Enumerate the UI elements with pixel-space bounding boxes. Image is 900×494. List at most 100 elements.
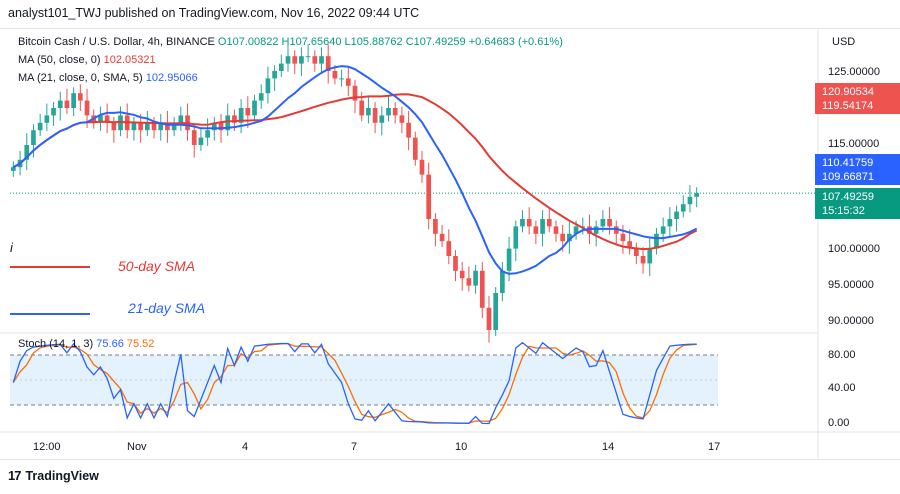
symbol-name: Bitcoin Cash / U.S. Dollar, 4h, BINANCE xyxy=(18,36,215,48)
candle-body xyxy=(500,270,505,293)
candle-body xyxy=(332,71,338,79)
price-tick-125: 125.00000 xyxy=(828,66,880,78)
candle-body xyxy=(439,233,445,242)
ma50-value: 102.05321 xyxy=(103,54,156,66)
ma21-legend: MA (21, close, 0, SMA, 5) 102.95066 xyxy=(18,72,198,84)
candle-body xyxy=(191,130,197,145)
bar-countdown: 15:15:32 xyxy=(822,205,865,217)
ohlc-values: O107.00822 H107.65640 L105.88762 C107.49… xyxy=(217,36,563,48)
candle-body xyxy=(674,211,679,219)
candle-body xyxy=(352,85,358,101)
candle-body xyxy=(546,219,552,227)
candle-body xyxy=(453,256,458,271)
candle-body xyxy=(171,122,177,131)
candle-body xyxy=(412,137,418,160)
candle-body xyxy=(64,100,70,108)
candle-body xyxy=(51,108,56,116)
stoch-k-value: 75.66 xyxy=(96,338,124,350)
candle-body xyxy=(392,108,398,116)
candle-body xyxy=(486,307,492,330)
candle-body xyxy=(345,78,351,86)
candle-body xyxy=(660,226,666,234)
candle-body xyxy=(573,226,579,234)
candle-body xyxy=(285,56,291,64)
chart-frame xyxy=(0,28,900,460)
candle-body xyxy=(218,122,224,131)
ma-badge-upper: 120.90534 119.54174 xyxy=(815,83,900,114)
ma-badge-upper-line2: 119.54174 xyxy=(822,100,874,112)
candle-body xyxy=(553,226,559,234)
candle-body xyxy=(386,108,391,116)
candle-body xyxy=(225,115,231,131)
time-tick-7: 7 xyxy=(351,441,358,453)
ma21-line xyxy=(12,65,698,275)
time-tick-4: 4 xyxy=(242,441,249,453)
candle-body xyxy=(366,108,371,116)
candle-body xyxy=(178,115,184,123)
candle-body xyxy=(158,122,164,131)
candle-body xyxy=(325,56,331,71)
sma21-annotation: 21-day SMA xyxy=(128,300,206,316)
ma50-label: MA (50, close, 0) xyxy=(18,54,101,66)
candle-body xyxy=(198,137,204,145)
stoch-legend: Stoch (14, 1, 3) 75.66 75.52 xyxy=(18,338,154,350)
candle-body xyxy=(560,233,566,242)
candle-body xyxy=(613,226,619,234)
ma-badge-lower-line1: 110.41759 xyxy=(822,157,874,169)
candle-body xyxy=(473,270,478,286)
current-price-badge: 107.49259 15:15:32 xyxy=(815,188,900,219)
ma-badge-lower-line2: 109.66871 xyxy=(822,171,874,183)
candle-body xyxy=(111,122,117,131)
stoch-d-value: 75.52 xyxy=(126,338,155,350)
tradingview-logo-text: TradingView xyxy=(25,468,99,483)
candle-body xyxy=(506,248,512,271)
ma-badge-lower: 110.41759 109.66871 xyxy=(815,154,900,185)
candle-body xyxy=(372,108,378,123)
candle-body xyxy=(493,293,499,330)
candle-body xyxy=(520,219,525,227)
candle-body xyxy=(567,233,572,242)
candle-body xyxy=(647,248,653,264)
price-tick-95: 95.00000 xyxy=(828,279,874,291)
candle-body xyxy=(426,174,432,219)
candle-body xyxy=(44,115,50,123)
candle-body xyxy=(77,93,83,101)
candle-body xyxy=(252,100,257,116)
candle-body xyxy=(319,56,324,64)
candle-body xyxy=(104,115,110,123)
candle-body xyxy=(84,100,90,116)
candle-body xyxy=(299,56,304,64)
candle-body xyxy=(680,204,686,212)
stoch-label: Stoch (14, 1, 3) xyxy=(18,338,94,350)
candle-body xyxy=(627,241,633,249)
candle-body xyxy=(165,122,170,131)
candle-body xyxy=(57,100,63,108)
candle-body xyxy=(37,122,43,131)
candle-body xyxy=(587,226,592,234)
candle-body xyxy=(634,248,639,256)
candle-body xyxy=(459,270,465,279)
candle-body xyxy=(238,108,244,123)
candle-body xyxy=(694,193,699,197)
time-tick-nov: Nov xyxy=(127,441,147,453)
candle-body xyxy=(245,108,251,116)
candle-body xyxy=(654,233,659,249)
candle-body xyxy=(272,71,277,79)
candle-body xyxy=(540,219,545,234)
candle-body xyxy=(359,100,365,116)
candle-body xyxy=(232,115,237,123)
tradingview-footer[interactable]: 17 TradingView xyxy=(8,468,99,483)
candle-body xyxy=(446,241,452,256)
stoch-k-line xyxy=(12,341,697,425)
stoch-tick-40: 40.00 xyxy=(828,382,856,394)
ma21-value: 102.95066 xyxy=(145,72,198,84)
candle-body xyxy=(151,122,157,131)
price-tick-115: 115.00000 xyxy=(828,138,880,150)
time-tick-1200: 12:00 xyxy=(33,441,61,453)
candle-body xyxy=(419,159,425,175)
symbol-legend: Bitcoin Cash / U.S. Dollar, 4h, BINANCE … xyxy=(18,36,563,48)
candle-body xyxy=(433,219,438,234)
time-tick-17: 17 xyxy=(708,441,721,453)
candle-body xyxy=(406,122,411,138)
